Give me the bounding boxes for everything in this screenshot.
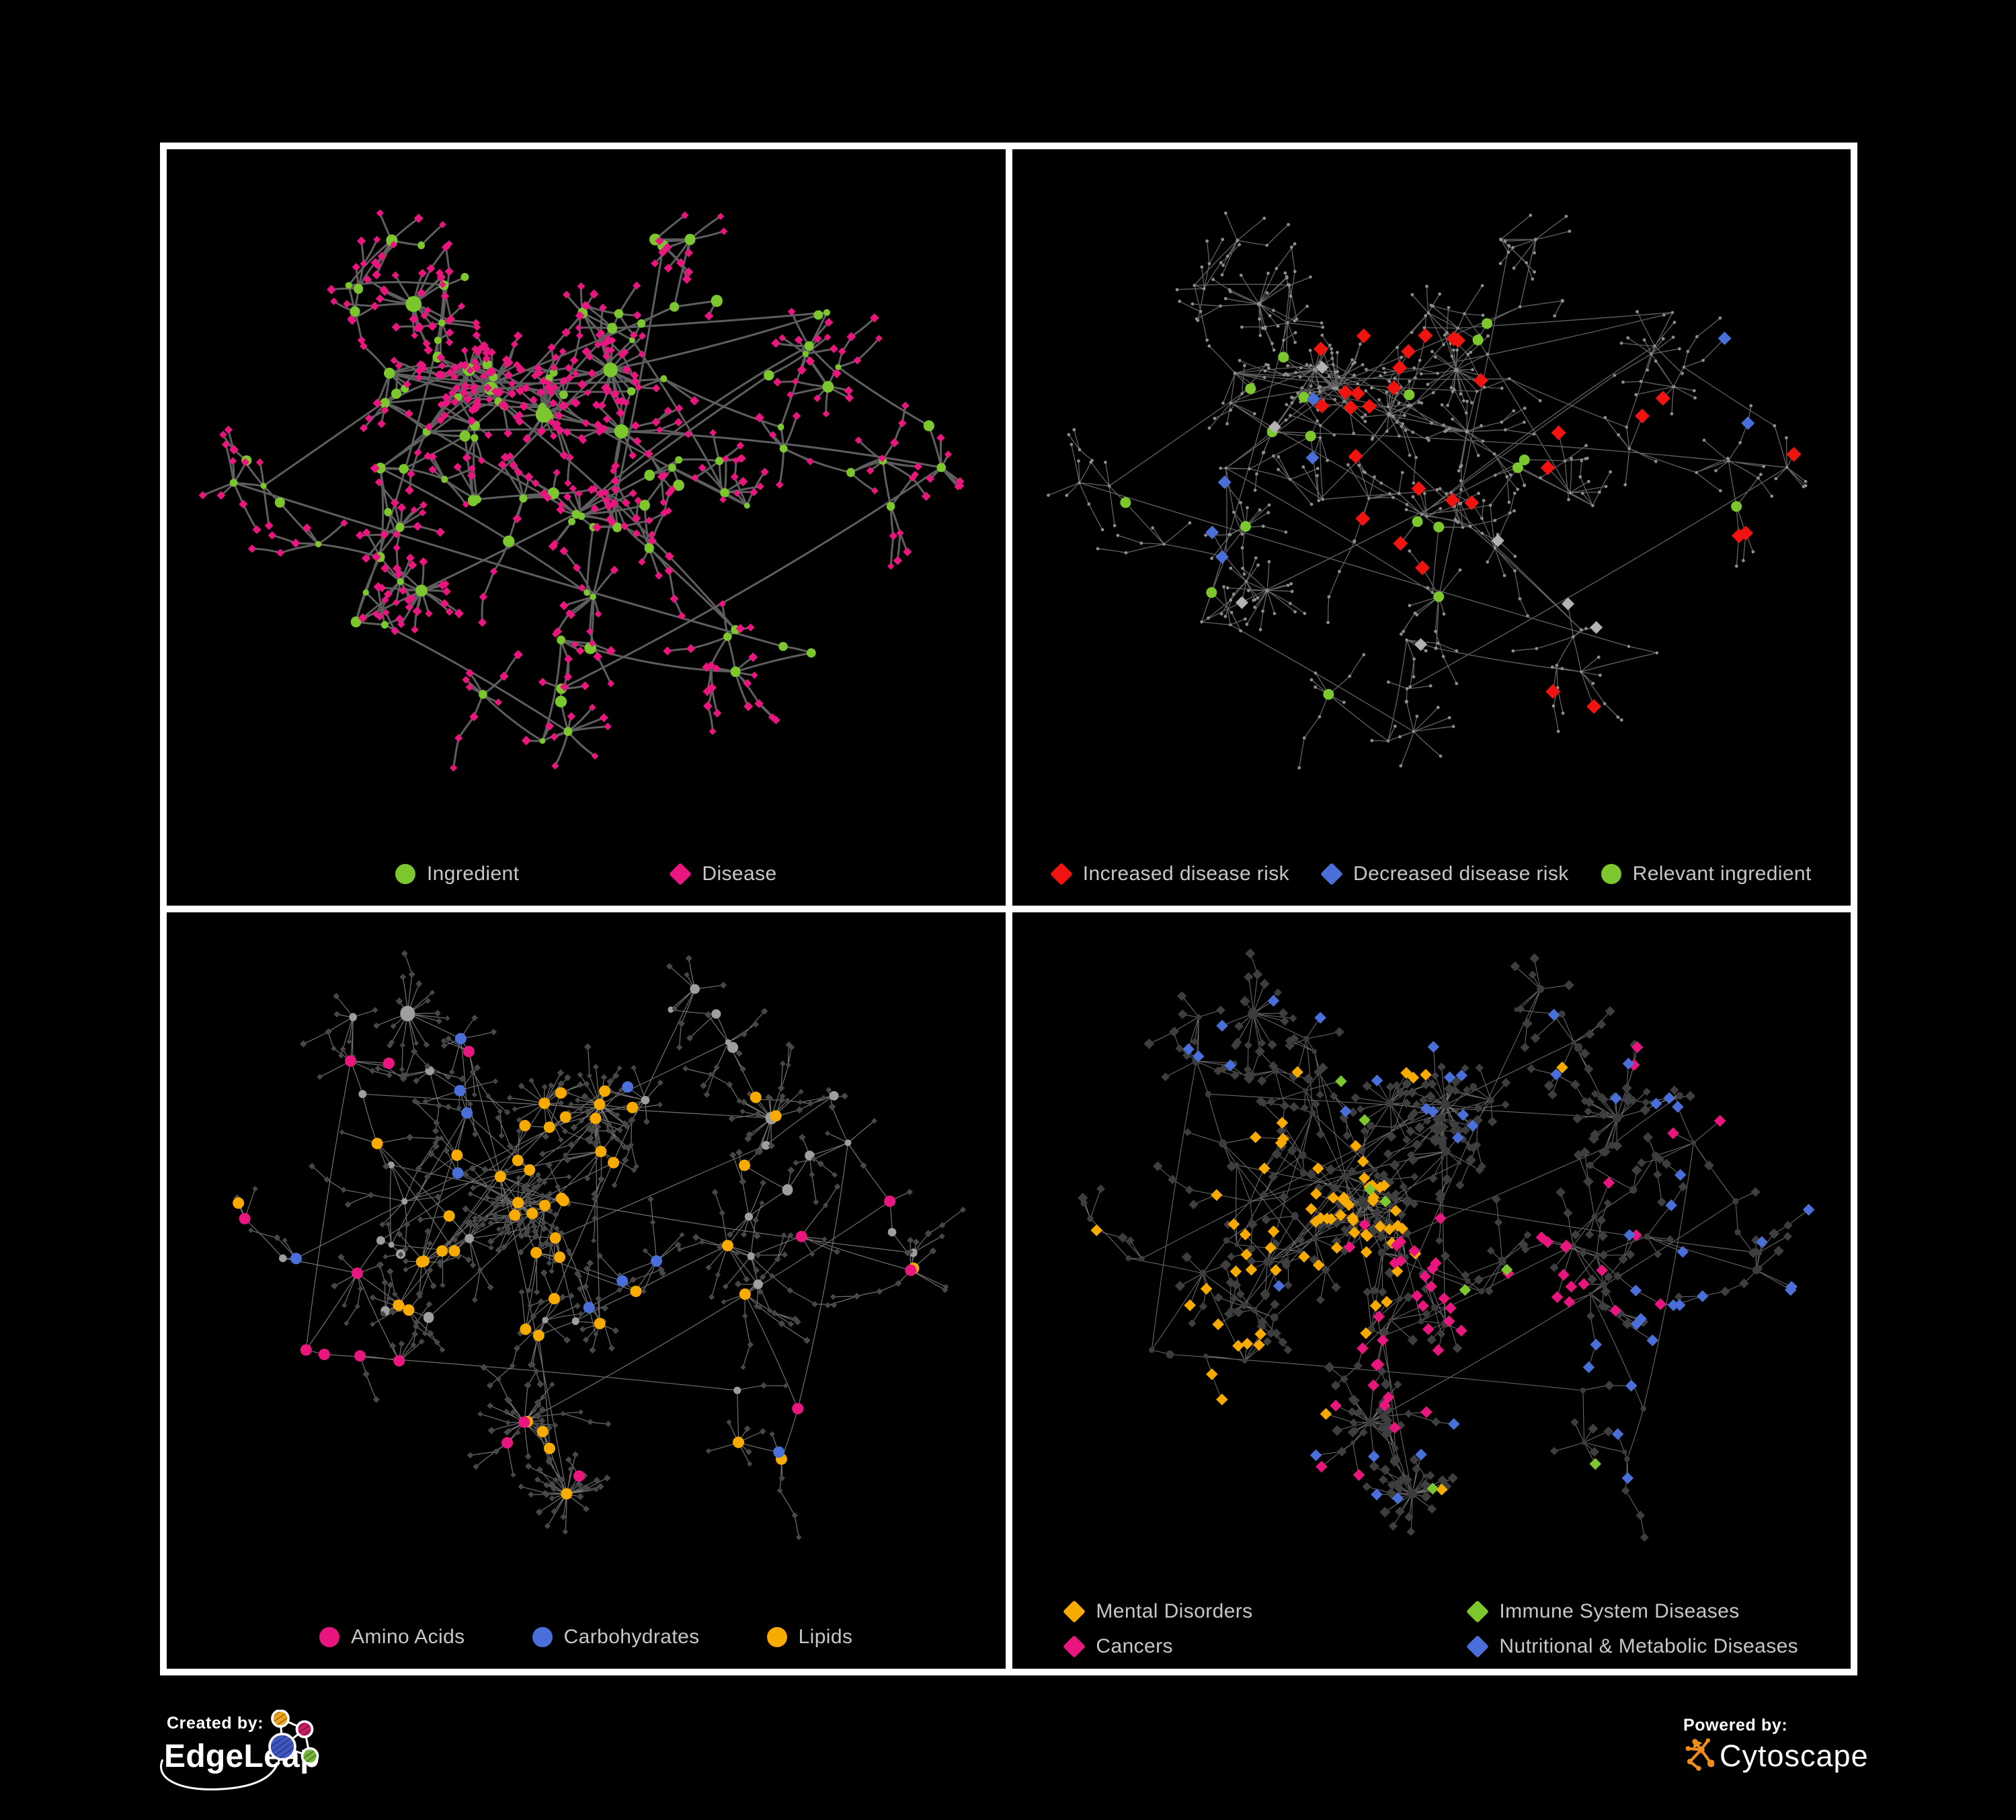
legend-label: Decreased disease risk — [1353, 863, 1569, 885]
panel-ingredient-disease: Ingredient Disease — [167, 149, 1006, 906]
legend-item-mental-disorders: Mental Disorders — [1063, 1600, 1441, 1623]
ingredient-marker-icon — [395, 864, 415, 884]
legend-item-disease: Disease — [669, 863, 777, 885]
legend-label: Ingredient — [426, 863, 520, 885]
increased-risk-marker-icon — [1049, 863, 1073, 885]
legend-label: Disease — [702, 863, 777, 885]
legend-label: Cancers — [1096, 1635, 1173, 1657]
legend-item-lipids: Lipids — [766, 1626, 853, 1649]
panel-disease-classes: Mental Disorders Immune System Diseases … — [1012, 912, 1851, 1669]
legend-label: Amino Acids — [351, 1626, 465, 1648]
legend-label: Carbohydrates — [563, 1626, 700, 1648]
legend-label: Immune System Diseases — [1499, 1600, 1740, 1622]
legend-item-cancers: Cancers — [1063, 1635, 1441, 1658]
legend-item-immune-diseases: Immune System Diseases — [1466, 1600, 1798, 1623]
immune-diseases-marker-icon — [1466, 1600, 1490, 1623]
legend-label: Increased disease risk — [1082, 863, 1290, 885]
carbohydrates-marker-icon — [532, 1627, 553, 1647]
edgeleap-wordmark: EdgeLeap — [164, 1739, 320, 1774]
created-by-label: Created by: — [167, 1714, 264, 1733]
network-disease-risk — [1046, 211, 1808, 770]
powered-by-label: Powered by: — [1683, 1716, 1788, 1735]
legend-ingredient-disease: Ingredient Disease — [167, 863, 1006, 885]
cytoscape-wordmark: Cytoscape — [1720, 1739, 1869, 1773]
network-ingredient-disease — [198, 209, 965, 772]
legend-item-relevant-ingredient: Relevant ingredient — [1601, 863, 1812, 885]
legend-item-ingredient: Ingredient — [395, 863, 519, 885]
network-nutrient-classes — [233, 950, 967, 1540]
disease-marker-icon — [669, 863, 692, 885]
amino-acids-marker-icon — [319, 1627, 340, 1647]
legend-item-amino-acids: Amino Acids — [319, 1626, 465, 1649]
legend-disease-risk: Increased disease risk Decreased disease… — [1012, 863, 1851, 885]
cytoscape-logo-icon — [1685, 1738, 1714, 1771]
panel-nutrient-classes: Amino Acids Carbohydrates Lipids — [167, 912, 1006, 1669]
legend-nutrient-classes: Amino Acids Carbohydrates Lipids — [167, 1626, 1006, 1649]
panel-grid: Ingredient Disease Increased disease ris… — [160, 143, 1857, 1675]
legend-item-carbohydrates: Carbohydrates — [532, 1626, 700, 1649]
nutritional-metabolic-marker-icon — [1466, 1635, 1490, 1658]
panel-disease-risk: Increased disease risk Decreased disease… — [1012, 149, 1851, 906]
legend-item-decreased-risk: Decreased disease risk — [1320, 863, 1569, 885]
network-disease-classes — [1077, 948, 1814, 1542]
lipids-marker-icon — [766, 1627, 787, 1647]
legend-label: Relevant ingredient — [1632, 863, 1812, 885]
legend-item-increased-risk: Increased disease risk — [1049, 863, 1290, 885]
cancers-marker-icon — [1063, 1635, 1086, 1658]
legend-label: Nutritional & Metabolic Diseases — [1499, 1635, 1799, 1657]
legend-disease-classes: Mental Disorders Immune System Diseases … — [1012, 1600, 1851, 1658]
edgeleap-branding: Created by: EdgeLeap — [159, 1710, 380, 1817]
legend-label: Lipids — [798, 1626, 853, 1648]
decreased-risk-marker-icon — [1320, 863, 1344, 885]
cytoscape-branding: Powered by: Cytoscape — [1675, 1712, 1917, 1806]
relevant-ingredient-marker-icon — [1601, 864, 1621, 884]
legend-label: Mental Disorders — [1096, 1600, 1253, 1622]
legend-item-nutritional-metabolic: Nutritional & Metabolic Diseases — [1466, 1635, 1799, 1658]
mental-disorders-marker-icon — [1063, 1600, 1086, 1623]
